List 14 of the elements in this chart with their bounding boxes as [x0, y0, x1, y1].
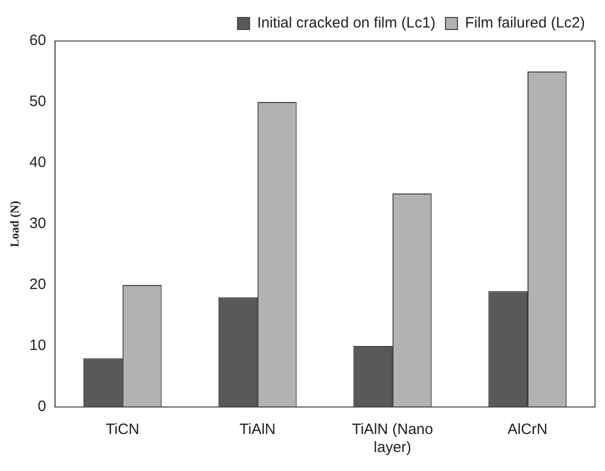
y-tick-label: 40 [29, 154, 46, 172]
y-tick-label: 20 [29, 276, 46, 294]
y-tick-label: 30 [29, 215, 46, 232]
x-tick-label: TiCN [106, 421, 140, 438]
x-tick-label: TiAlN [240, 421, 276, 438]
y-axis-title: Load (N) [7, 200, 22, 248]
legend-label: Film failured (Lc2) [464, 14, 586, 32]
y-tick-label: 0 [38, 398, 46, 416]
y-tick-label: 60 [29, 32, 46, 50]
x-tick-label: TiAlN (Nano layer) [352, 421, 434, 456]
x-tick-label: AlCrN [508, 421, 548, 438]
legend-label: Initial cracked on film (Lc1) [257, 14, 436, 32]
y-tick-label: 50 [29, 93, 46, 110]
y-tick-label: 10 [29, 337, 46, 354]
